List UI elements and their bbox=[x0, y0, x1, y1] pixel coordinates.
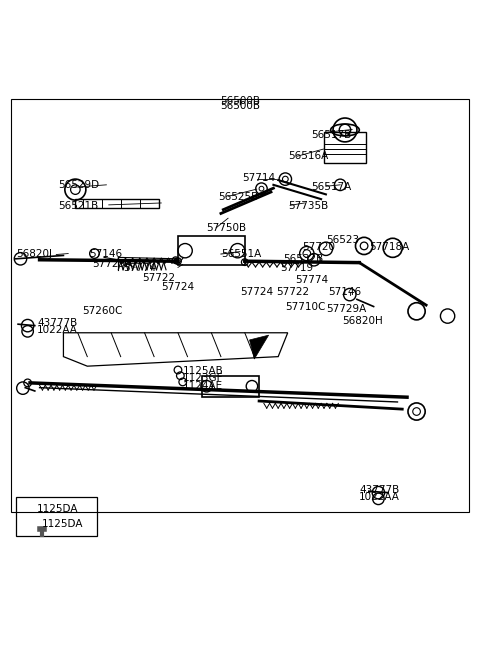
Bar bbox=[75, 199, 159, 208]
Text: 57710C: 57710C bbox=[285, 302, 326, 312]
Text: 57146: 57146 bbox=[90, 249, 123, 259]
Bar bbox=[11, 99, 469, 512]
Text: 57718A: 57718A bbox=[369, 242, 409, 252]
Text: 57750B: 57750B bbox=[206, 223, 247, 233]
Text: 57722: 57722 bbox=[142, 273, 175, 283]
Bar bbox=[16, 497, 97, 535]
Text: 56551A: 56551A bbox=[221, 249, 261, 259]
Text: 56820H: 56820H bbox=[343, 316, 384, 326]
Text: 56500B: 56500B bbox=[220, 96, 260, 106]
Text: 56525B: 56525B bbox=[218, 192, 259, 202]
Text: 57724: 57724 bbox=[161, 283, 194, 293]
Text: 57720: 57720 bbox=[302, 242, 335, 252]
Text: 57729A: 57729A bbox=[326, 304, 366, 314]
Text: 57774: 57774 bbox=[123, 263, 156, 274]
Text: 43777B: 43777B bbox=[37, 318, 77, 328]
Text: 1022AA: 1022AA bbox=[360, 493, 400, 502]
Bar bbox=[178, 236, 245, 265]
Polygon shape bbox=[250, 335, 269, 359]
Text: 56517B: 56517B bbox=[312, 130, 352, 140]
Text: 56532B: 56532B bbox=[283, 254, 323, 264]
Text: 56521B: 56521B bbox=[59, 201, 99, 211]
Text: 56523: 56523 bbox=[326, 235, 359, 245]
Text: 56517A: 56517A bbox=[312, 182, 352, 192]
Text: 1124AE: 1124AE bbox=[183, 381, 223, 391]
Text: 57260C: 57260C bbox=[83, 306, 123, 316]
Text: 1125DA: 1125DA bbox=[37, 504, 79, 514]
Text: 1123GF: 1123GF bbox=[183, 373, 223, 383]
Text: 1022AA: 1022AA bbox=[37, 325, 78, 335]
Text: 57722: 57722 bbox=[276, 287, 309, 297]
Text: 56500B: 56500B bbox=[220, 101, 260, 112]
Text: 56529D: 56529D bbox=[59, 180, 100, 190]
Text: 43777B: 43777B bbox=[360, 485, 399, 495]
Text: 57735B: 57735B bbox=[288, 201, 328, 211]
Text: 57729A: 57729A bbox=[92, 258, 132, 268]
Text: 56516A: 56516A bbox=[288, 151, 328, 161]
Text: 1125AB: 1125AB bbox=[183, 366, 224, 376]
Text: 57774: 57774 bbox=[295, 276, 328, 285]
Text: 57719: 57719 bbox=[281, 263, 314, 274]
Text: 56820J: 56820J bbox=[16, 249, 52, 259]
Text: 1125DA: 1125DA bbox=[42, 519, 84, 529]
Text: 57724: 57724 bbox=[240, 287, 273, 297]
Bar bbox=[324, 133, 366, 163]
Bar bbox=[202, 376, 259, 397]
Text: 57146: 57146 bbox=[328, 287, 361, 297]
Text: 57714: 57714 bbox=[242, 173, 276, 182]
